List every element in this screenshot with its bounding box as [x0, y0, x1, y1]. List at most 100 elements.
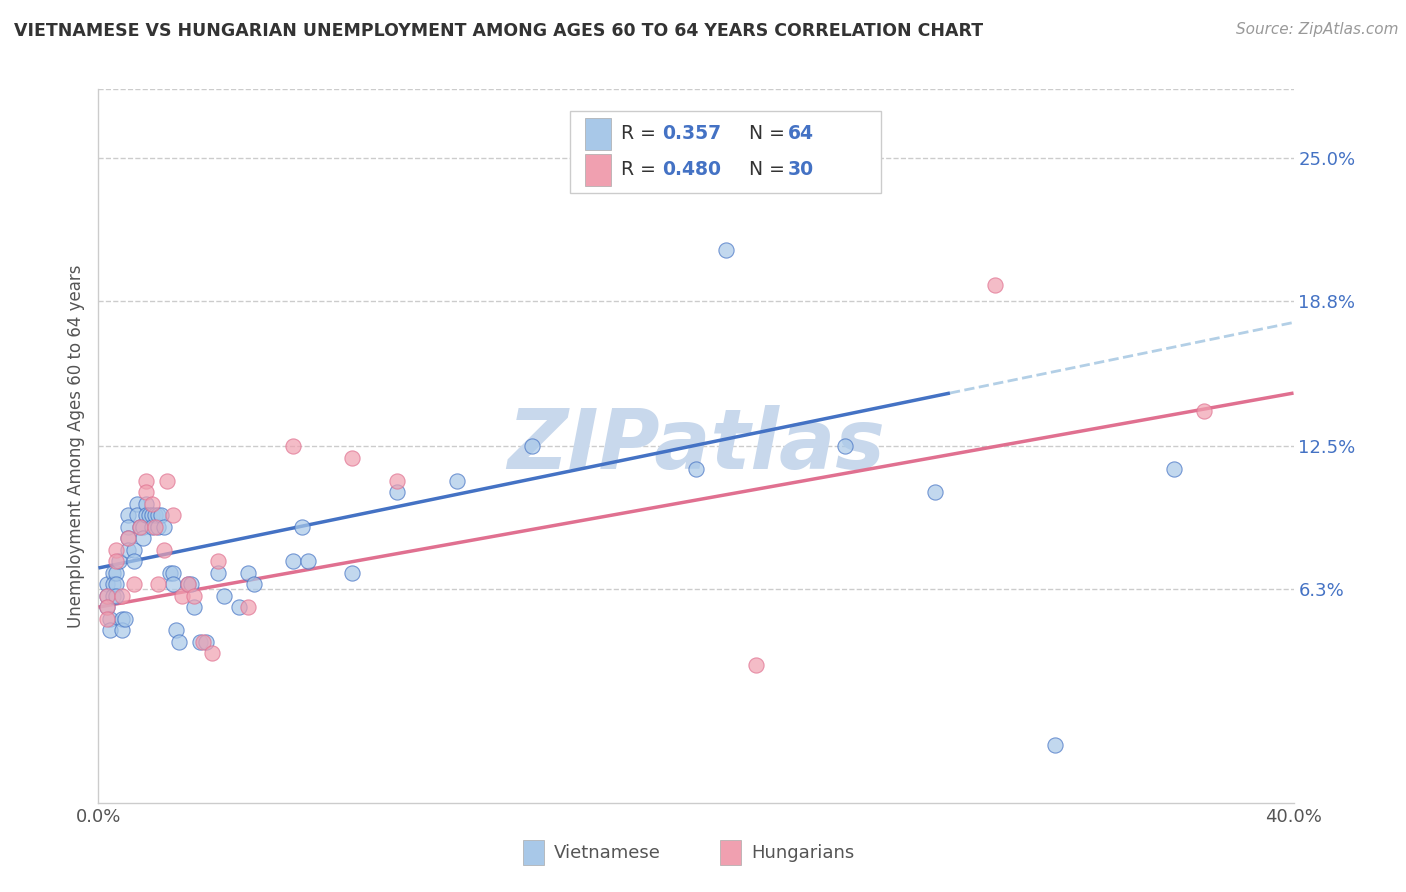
Point	[138, 508, 160, 522]
Point	[111, 623, 134, 637]
Point	[135, 485, 157, 500]
Point	[243, 577, 266, 591]
Point	[385, 474, 409, 488]
Point	[177, 577, 200, 591]
Point	[132, 531, 155, 545]
Text: N =: N =	[748, 124, 790, 143]
Point	[117, 531, 139, 545]
Point	[195, 634, 218, 648]
Point	[150, 508, 173, 522]
Point	[207, 554, 229, 568]
Point	[281, 554, 304, 568]
Point	[207, 566, 229, 580]
Point	[153, 542, 176, 557]
Text: Hungarians: Hungarians	[751, 844, 855, 862]
Point	[105, 577, 128, 591]
Text: R =: R =	[620, 161, 662, 179]
Point	[153, 519, 176, 533]
Point	[714, 244, 737, 258]
Point	[135, 508, 157, 522]
Point	[103, 589, 125, 603]
Point	[105, 542, 128, 557]
Point	[148, 508, 170, 522]
Y-axis label: Unemployment Among Ages 60 to 64 years: Unemployment Among Ages 60 to 64 years	[66, 264, 84, 628]
Point	[124, 577, 146, 591]
Bar	[523, 840, 544, 865]
Point	[129, 519, 152, 533]
Point	[96, 577, 118, 591]
Point	[98, 623, 122, 637]
Point	[96, 589, 118, 603]
Point	[191, 634, 214, 648]
Point	[162, 566, 184, 580]
Point	[96, 600, 118, 615]
Point	[117, 542, 139, 557]
Text: ZIPatlas: ZIPatlas	[508, 406, 884, 486]
Point	[111, 612, 134, 626]
Point	[745, 657, 768, 672]
Point	[685, 462, 707, 476]
Point	[114, 612, 136, 626]
Point	[124, 554, 146, 568]
Point	[342, 566, 364, 580]
Bar	[720, 840, 741, 865]
Point	[342, 450, 364, 465]
Point	[297, 554, 319, 568]
Text: 64: 64	[787, 124, 814, 143]
Point	[236, 566, 259, 580]
Point	[108, 554, 131, 568]
Point	[162, 577, 184, 591]
Point	[180, 577, 202, 591]
Text: Source: ZipAtlas.com: Source: ZipAtlas.com	[1236, 22, 1399, 37]
Point	[141, 519, 163, 533]
Text: 0.357: 0.357	[662, 124, 721, 143]
Bar	[585, 153, 612, 186]
Point	[111, 589, 134, 603]
Text: Vietnamese: Vietnamese	[554, 844, 661, 862]
Point	[96, 612, 118, 626]
Point	[129, 519, 152, 533]
Point	[520, 439, 543, 453]
Point	[124, 542, 146, 557]
FancyBboxPatch shape	[571, 111, 882, 193]
Point	[135, 497, 157, 511]
Point	[177, 577, 200, 591]
Point	[236, 600, 259, 615]
Point	[96, 589, 118, 603]
Point	[132, 519, 155, 533]
Point	[143, 519, 166, 533]
Point	[291, 519, 314, 533]
Point	[1043, 738, 1066, 752]
Point	[141, 508, 163, 522]
Point	[117, 531, 139, 545]
Point	[924, 485, 946, 500]
Point	[1163, 462, 1185, 476]
Point	[281, 439, 304, 453]
Point	[103, 566, 125, 580]
Point	[162, 508, 184, 522]
Point	[141, 497, 163, 511]
Text: R =: R =	[620, 124, 662, 143]
Point	[159, 566, 181, 580]
Point	[105, 566, 128, 580]
Point	[183, 600, 205, 615]
Point	[105, 554, 128, 568]
Point	[834, 439, 856, 453]
Point	[183, 589, 205, 603]
Point	[117, 519, 139, 533]
Text: N =: N =	[748, 161, 790, 179]
Point	[201, 646, 224, 660]
Point	[385, 485, 409, 500]
Point	[228, 600, 250, 615]
Point	[1192, 404, 1215, 418]
Point	[98, 612, 122, 626]
Point	[127, 508, 149, 522]
Point	[105, 589, 128, 603]
Text: 0.480: 0.480	[662, 161, 721, 179]
Point	[165, 623, 187, 637]
Point	[135, 474, 157, 488]
Point	[127, 497, 149, 511]
Point	[96, 600, 118, 615]
Point	[984, 277, 1007, 292]
Point	[212, 589, 235, 603]
